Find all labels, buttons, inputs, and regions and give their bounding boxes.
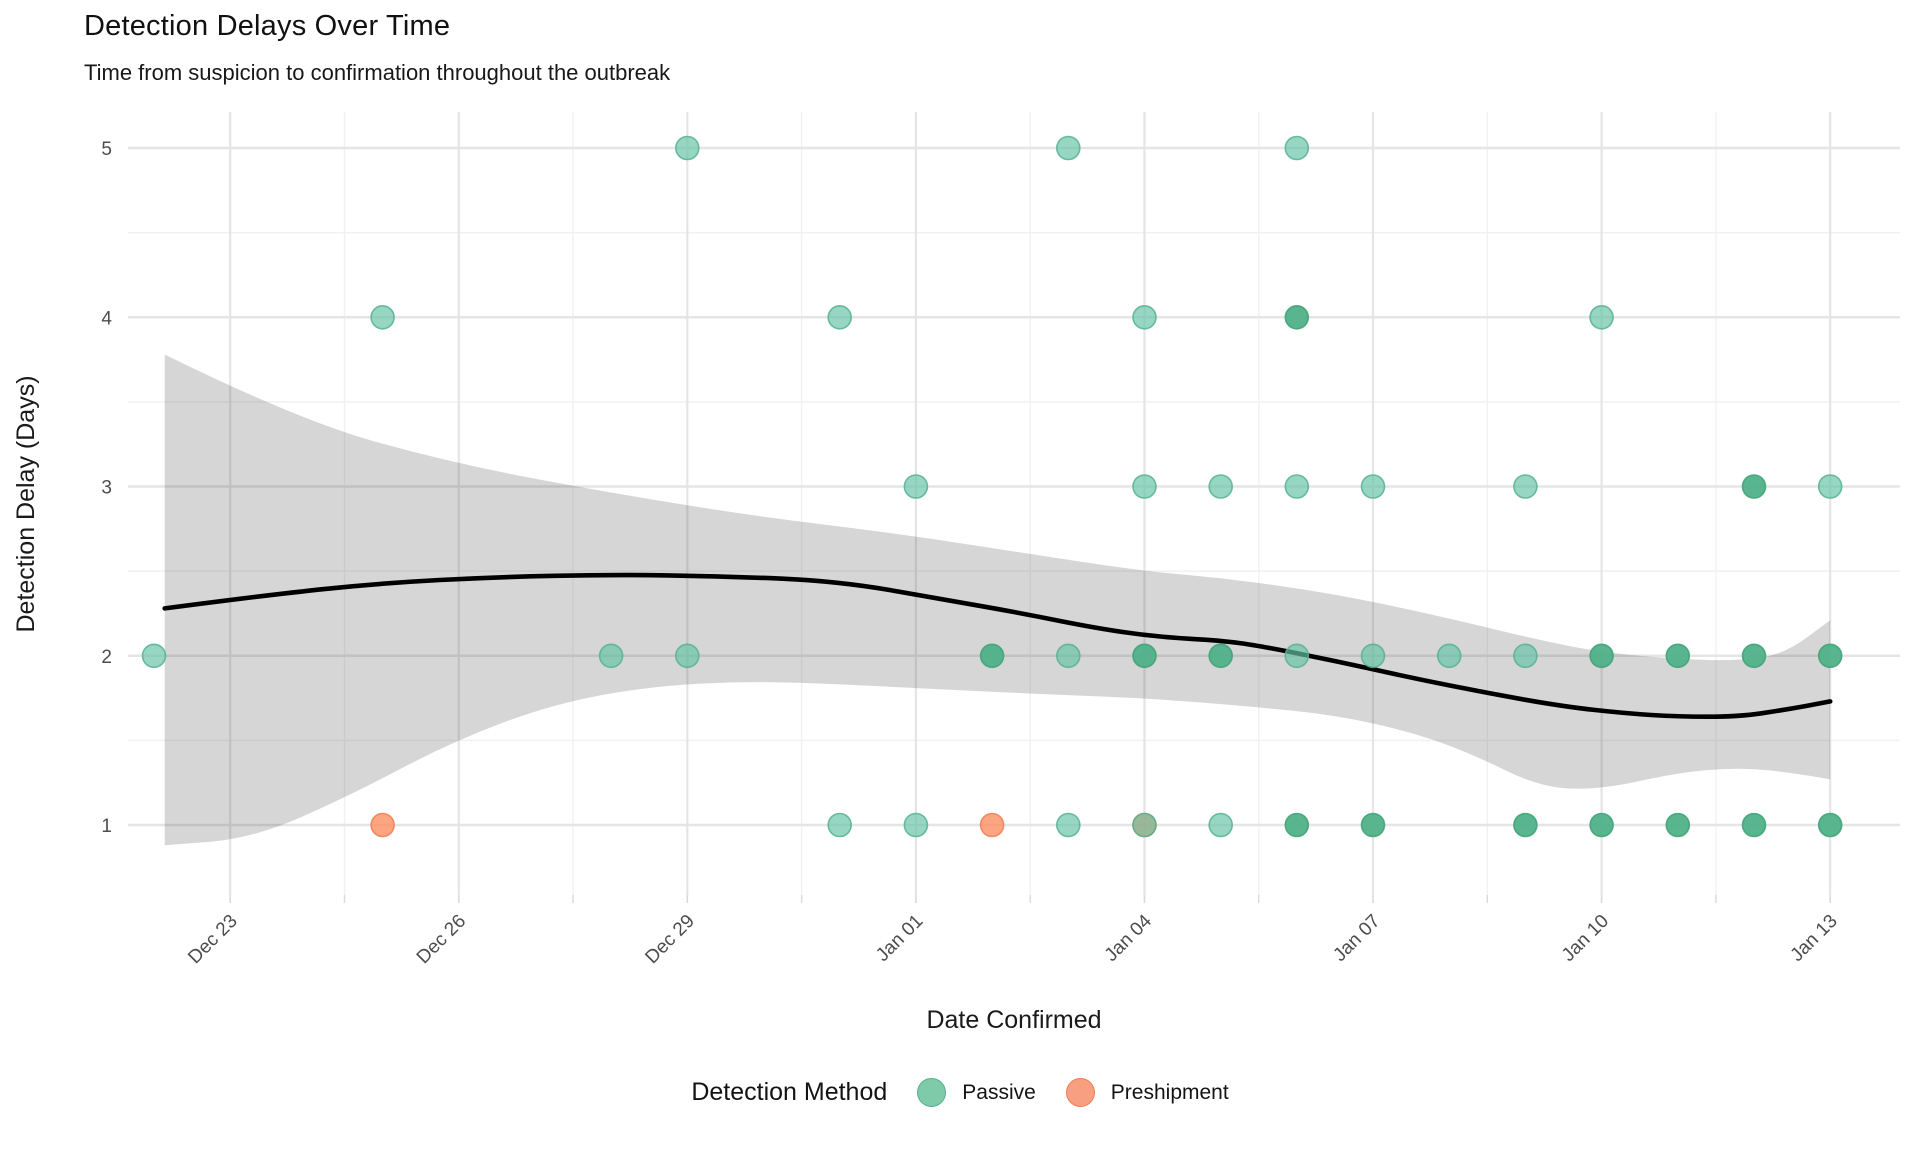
data-point [1741, 812, 1767, 838]
y-tick-label: 2 [101, 647, 112, 668]
data-point [1513, 812, 1538, 838]
data-point [1132, 643, 1157, 669]
data-point [598, 643, 624, 669]
data-point [827, 812, 853, 838]
data-point [1360, 643, 1386, 669]
data-point [1741, 643, 1767, 669]
data-point [1817, 474, 1843, 499]
data-point [1284, 643, 1310, 669]
data-point [370, 812, 395, 838]
data-point [1284, 474, 1310, 499]
legend-dot-preshipment [1065, 1078, 1095, 1107]
data-point [1208, 474, 1233, 499]
smooth-trend-line [162, 572, 1833, 720]
data-point [903, 812, 929, 838]
data-point [1589, 812, 1614, 838]
data-point [1589, 643, 1614, 669]
data-point [1817, 812, 1843, 838]
x-tick-label: Jan 04 [1101, 910, 1156, 965]
data-point [1284, 304, 1310, 330]
data-point [1056, 812, 1081, 838]
legend-dot-passive [917, 1078, 947, 1107]
plot-svg: Dec 23 Dec 26 Dec 29 Jan 01 Jan 04 Jan 07 Jan … [12, 112, 1900, 1034]
y-tick-label: 1 [101, 816, 112, 837]
x-tick-labels: Dec 23 Dec 26 Dec 29 Jan 01 Jan 04 Jan 07 Jan … [184, 910, 1841, 968]
chart-title: Detection Delays Over Time [84, 10, 451, 42]
data-point [674, 135, 700, 161]
data-point [1436, 643, 1462, 669]
x-tick-label: Jan 10 [1558, 911, 1613, 966]
data-point [1665, 812, 1691, 838]
data-point [979, 643, 1005, 669]
data-points [141, 135, 1843, 838]
data-point [674, 643, 700, 669]
x-axis-title: Date Confirmed [926, 1006, 1101, 1034]
y-tick-label: 4 [101, 308, 112, 329]
data-point [1056, 643, 1081, 669]
data-point [1284, 135, 1310, 161]
gridlines-major [128, 112, 1900, 895]
legend-item-passive: Passive [917, 1078, 1036, 1107]
x-tick-label: Dec 26 [413, 911, 470, 968]
data-point [1360, 812, 1386, 838]
data-point [1132, 812, 1157, 838]
data-point [1208, 643, 1233, 669]
y-tick-label: 3 [101, 478, 112, 499]
data-point [1208, 812, 1233, 838]
data-point [370, 304, 395, 330]
data-point [903, 474, 929, 499]
confidence-ribbon [164, 354, 1831, 846]
x-tick-label: Dec 29 [641, 911, 698, 968]
data-point [827, 304, 853, 330]
legend-title: Detection Method [691, 1078, 888, 1106]
legend-label-passive: Passive [962, 1080, 1036, 1104]
data-point [1132, 474, 1157, 499]
data-point [979, 812, 1005, 838]
loess-line [162, 572, 1833, 720]
chart-subtitle: Time from suspicion to confirmation thro… [84, 60, 671, 85]
data-point [1056, 135, 1081, 161]
data-point [1665, 643, 1691, 669]
x-tick-label: Jan 13 [1787, 911, 1842, 966]
gridlines-minor [128, 112, 1900, 895]
data-point [1513, 474, 1538, 499]
x-tick-label: Jan 07 [1329, 911, 1384, 966]
data-point [1589, 304, 1614, 330]
y-axis-title: Detection Delay (Days) [12, 375, 40, 632]
legend-label-preshipment: Preshipment [1110, 1080, 1229, 1104]
data-point [1817, 643, 1843, 669]
y-tick-labels: 1 2 3 4 5 [101, 139, 112, 837]
data-point [1132, 304, 1157, 330]
data-point [141, 643, 167, 669]
x-tick-label: Jan 01 [872, 911, 927, 966]
y-tick-label: 5 [101, 139, 112, 160]
axis-tick-marks [229, 895, 1831, 903]
data-point [1360, 474, 1386, 499]
confidence-band [164, 354, 1831, 846]
data-point [1741, 474, 1767, 499]
x-tick-label: Dec 23 [184, 911, 241, 968]
legend: Detection Method Passive Preshipment [0, 1078, 1920, 1107]
data-point [1284, 812, 1310, 838]
legend-item-preshipment: Preshipment [1065, 1078, 1229, 1107]
data-point [1513, 643, 1538, 669]
